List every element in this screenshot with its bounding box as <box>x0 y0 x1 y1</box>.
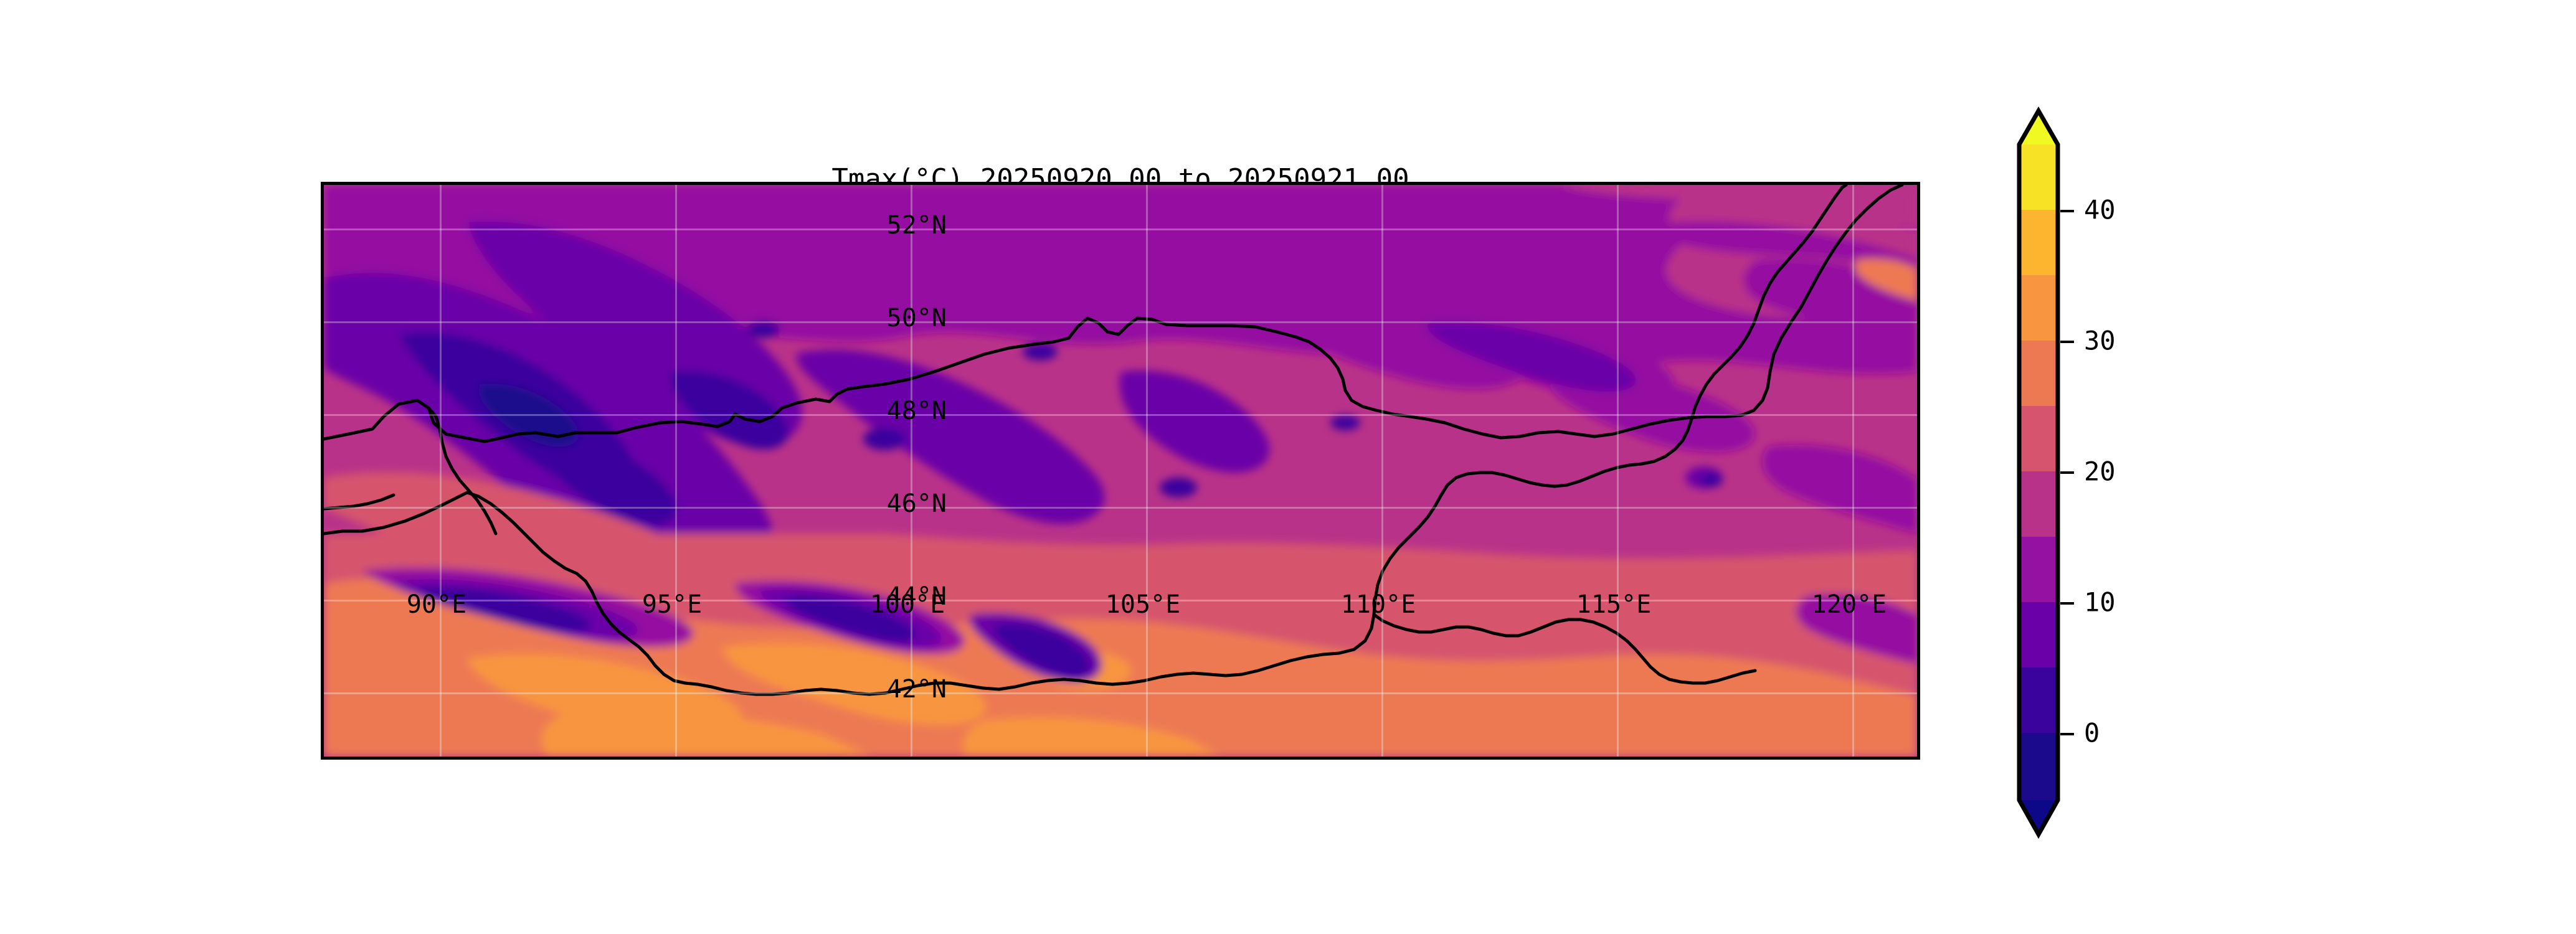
xtick-label-115: 115°E <box>1576 590 1652 619</box>
colorbar-band-30-35 <box>2019 275 2058 341</box>
colorbar-tick-30 <box>2060 341 2074 343</box>
colorbar-label-10: 10 <box>2084 587 2116 618</box>
ytick-label-48: 48°N <box>886 397 947 425</box>
colorbar-band-0-5 <box>2019 667 2058 733</box>
ytick-label-42: 42°N <box>886 675 947 704</box>
colorbar-band-10-15 <box>2019 537 2058 602</box>
ytick-label-52: 52°N <box>886 211 947 240</box>
colorbar-band-minus5-0 <box>2019 733 2058 800</box>
xtick-label-100: 100°E <box>869 590 945 619</box>
colorbar-band-15-20 <box>2019 471 2058 537</box>
colorbar-label-40: 40 <box>2084 194 2116 225</box>
ytick-label-44: 44°N <box>886 582 947 611</box>
colorbar-band-25-30 <box>2019 341 2058 406</box>
xtick-label-90: 90°E <box>406 590 467 619</box>
colorbar-label-20: 20 <box>2084 456 2116 487</box>
colorbar-tick-0 <box>2060 733 2074 735</box>
colorbar[interactable]: 40 30 20 10 0 <box>2017 106 2116 839</box>
colorbar-tick-10 <box>2060 602 2074 605</box>
xtick-label-95: 95°E <box>642 590 703 619</box>
ytick-label-46: 46°N <box>886 489 947 518</box>
colorbar-band-5-10 <box>2019 602 2058 667</box>
colorbar-tick-40 <box>2060 210 2074 212</box>
temperature-contour-field <box>324 185 1917 757</box>
colorbar-label-0: 0 <box>2084 717 2100 748</box>
xtick-label-120: 120°E <box>1811 590 1887 619</box>
map-canvas <box>324 185 1917 757</box>
country-borders <box>324 185 1904 696</box>
colorbar-label-30: 30 <box>2084 325 2116 356</box>
triangle-down-icon <box>2019 800 2058 834</box>
colorbar-outline <box>2017 106 2060 839</box>
colorbar-tick-20 <box>2060 471 2074 474</box>
colorbar-band-40-45 <box>2019 144 2058 210</box>
map-axes[interactable] <box>321 182 1920 760</box>
triangle-up-icon <box>2019 111 2058 144</box>
colorbar-band-35-40 <box>2019 210 2058 275</box>
colorbar-band-20-25 <box>2019 406 2058 471</box>
xtick-label-110: 110°E <box>1340 590 1416 619</box>
ytick-label-50: 50°N <box>886 304 947 333</box>
xtick-label-105: 105°E <box>1105 590 1181 619</box>
